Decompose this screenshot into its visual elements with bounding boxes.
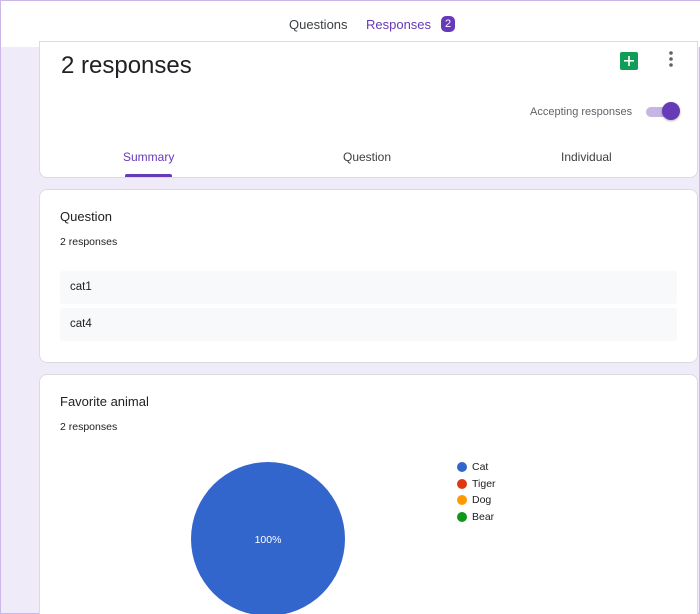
- tab-questions[interactable]: Questions: [289, 1, 348, 47]
- subtab-individual-label: Individual: [561, 150, 612, 164]
- subtab-active-indicator: [125, 174, 173, 177]
- legend-label: Bear: [472, 510, 495, 523]
- legend-item-bear: Bear: [457, 509, 496, 526]
- pie-chart: 100%: [191, 462, 345, 614]
- subtab-question[interactable]: Question: [343, 150, 391, 164]
- favorite-animal-card: Favorite animal 2 responses 100% Cat Tige…: [39, 374, 698, 614]
- google-sheets-icon[interactable]: [620, 52, 638, 70]
- top-navigation-bar: Questions Responses 2: [1, 1, 700, 47]
- answer-row: cat1: [60, 271, 677, 304]
- toggle-knob: [662, 102, 680, 120]
- pie-slice-label: 100%: [255, 534, 282, 546]
- subtab-summary-label: Summary: [123, 150, 175, 164]
- question-title: Question: [60, 209, 113, 224]
- subtab-individual[interactable]: Individual: [561, 150, 612, 164]
- question-summary-card: Question 2 responses cat1 cat4: [39, 189, 698, 363]
- responses-count-badge: 2: [441, 16, 456, 32]
- legend-item-cat: Cat: [457, 459, 496, 476]
- subtab-summary[interactable]: Summary: [123, 150, 175, 177]
- accepting-responses-label: Accepting responses: [530, 106, 633, 118]
- legend-swatch: [457, 495, 467, 506]
- more-vert-icon[interactable]: [664, 49, 678, 69]
- legend-item-tiger: Tiger: [457, 476, 496, 493]
- accepting-responses-toggle[interactable]: [646, 102, 680, 122]
- tab-questions-label: Questions: [289, 16, 348, 32]
- favorite-animal-response-count: 2 responses: [60, 421, 118, 433]
- chart-legend: Cat Tiger Dog Bear: [457, 459, 496, 525]
- toggle-track: [646, 107, 676, 117]
- legend-swatch: [457, 462, 467, 473]
- legend-label: Cat: [472, 461, 489, 474]
- legend-swatch: [457, 478, 467, 489]
- legend-item-dog: Dog: [457, 492, 496, 509]
- pie-slice-cat: [191, 462, 345, 614]
- subtab-question-label: Question: [343, 150, 392, 164]
- legend-label: Tiger: [472, 477, 496, 490]
- legend-label: Dog: [472, 494, 492, 507]
- response-count-title: 2 responses: [61, 52, 192, 79]
- legend-swatch: [457, 511, 467, 522]
- answer-row: cat4: [60, 308, 677, 341]
- responses-header-card: 2 responses Accepting responses Summary …: [39, 41, 698, 178]
- favorite-animal-title: Favorite animal: [60, 394, 149, 409]
- question-response-count: 2 responses: [60, 236, 118, 248]
- tab-responses-label: Responses: [366, 16, 432, 32]
